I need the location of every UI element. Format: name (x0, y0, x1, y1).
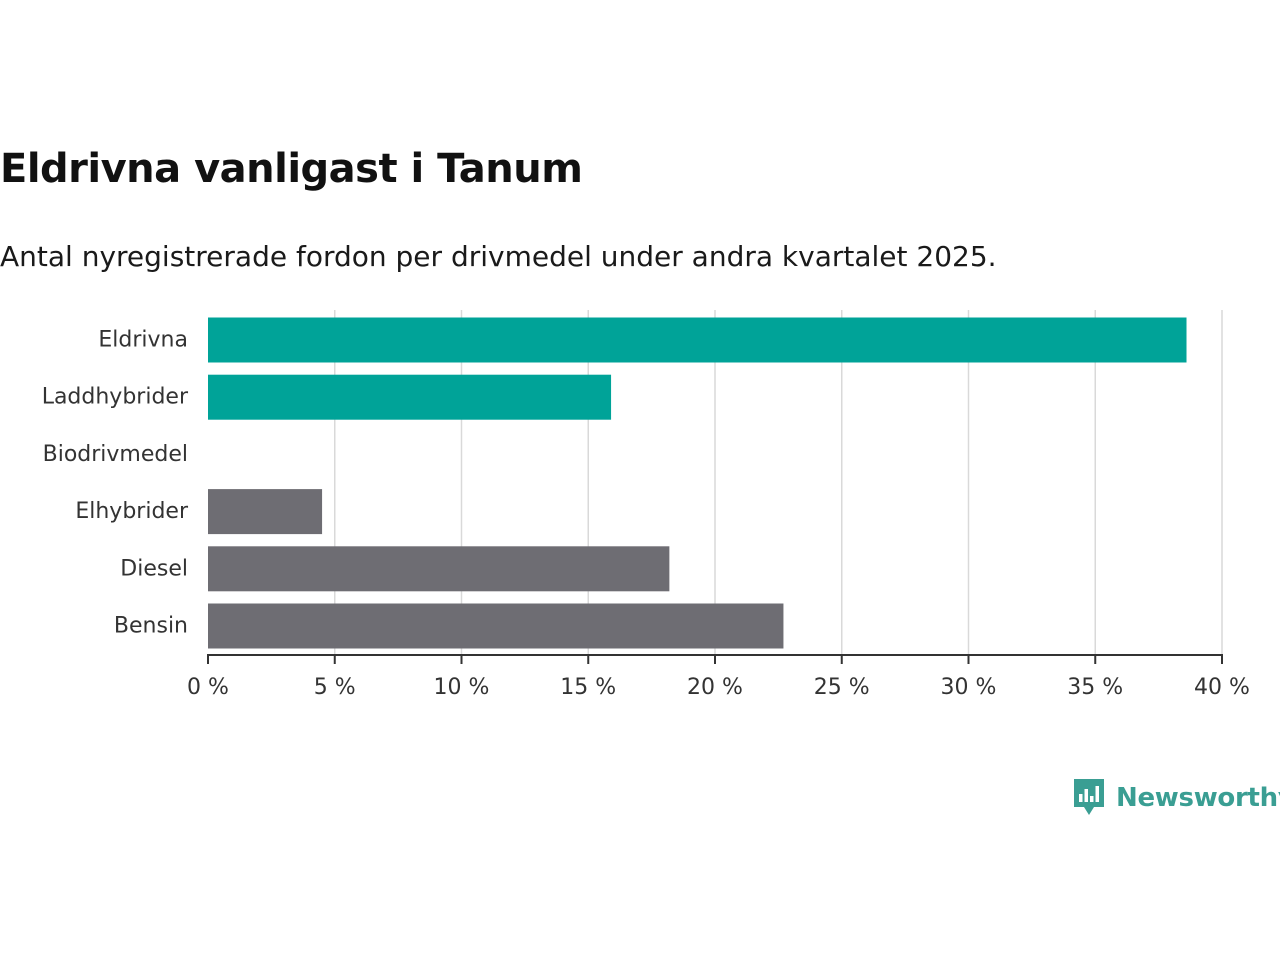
category-label: Diesel (120, 556, 188, 581)
category-label: Eldrivna (98, 328, 188, 353)
bar (208, 546, 670, 592)
bar (208, 603, 784, 649)
brand-name: Newsworthy (1116, 783, 1280, 813)
x-tick-label: 30 % (941, 675, 997, 700)
chart-subtitle: Antal nyregistrerade fordon per drivmede… (0, 240, 997, 273)
x-tick-label: 5 % (314, 675, 356, 700)
x-tick-label: 25 % (814, 675, 870, 700)
x-tick-label: 10 % (434, 675, 490, 700)
bar (208, 374, 612, 420)
x-tick-label: 20 % (687, 675, 743, 700)
x-tick-label: 35 % (1067, 675, 1123, 700)
bar (208, 317, 1187, 363)
x-tick-label: 0 % (187, 675, 229, 700)
category-label: Laddhybrider (42, 385, 189, 410)
newsworthy-logo[interactable]: Newsworthy (1072, 776, 1280, 820)
bar (208, 489, 323, 535)
category-label: Elhybrider (75, 499, 189, 524)
category-label: Biodrivmedel (43, 442, 188, 467)
x-tick-label: 15 % (560, 675, 616, 700)
category-label: Bensin (114, 614, 188, 639)
x-tick-label: 40 % (1194, 675, 1250, 700)
chart-title: Eldrivna vanligast i Tanum (0, 146, 583, 192)
newsworthy-logo-icon (1074, 779, 1104, 815)
